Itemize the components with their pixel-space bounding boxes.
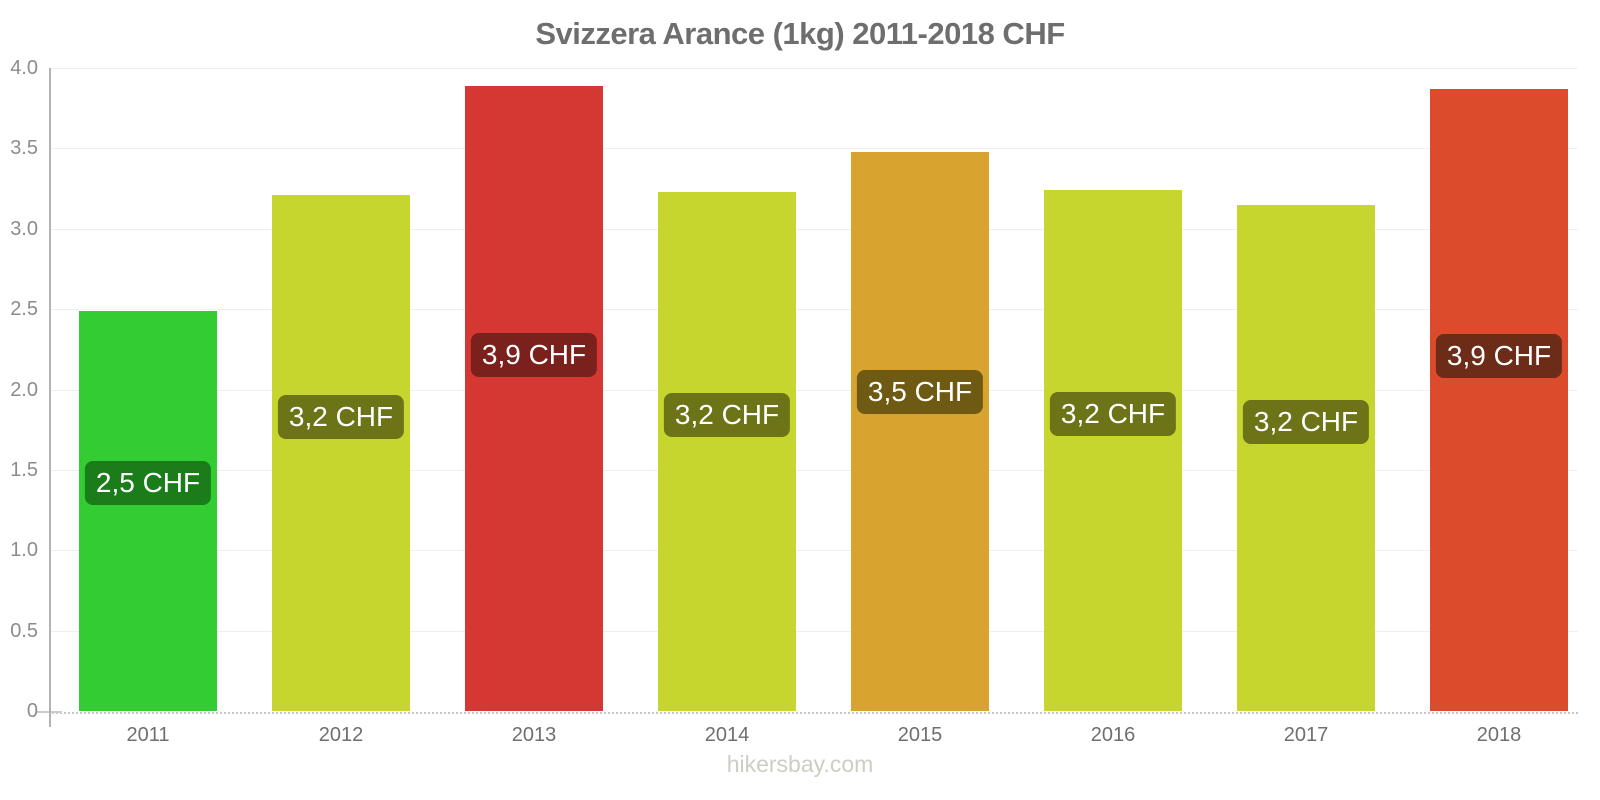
gridline-1.5 — [50, 470, 1578, 471]
gridline-1.0 — [50, 550, 1578, 551]
bar-value-label-2014: 3,2 CHF — [663, 393, 791, 438]
gridline-3.5 — [50, 148, 1578, 149]
gridline-0.5 — [50, 631, 1578, 632]
chart-title: Svizzera Arance (1kg) 2011-2018 CHF — [535, 16, 1065, 51]
y-axis-tick-label-3.5: 3.5 — [10, 137, 38, 159]
x-axis-label-2015: 2015 — [897, 724, 943, 746]
x-axis-label-2014: 2014 — [704, 724, 750, 746]
bar-value-label-2017: 3,2 CHF — [1242, 400, 1370, 445]
y-axis-tick-label-3.0: 3.0 — [10, 218, 38, 240]
x-axis-label-2016: 2016 — [1090, 724, 1136, 746]
bar-value-label-2012: 3,2 CHF — [277, 394, 405, 439]
gridline-4.0 — [50, 68, 1578, 69]
x-axis-label-2018: 2018 — [1476, 724, 1522, 746]
bar-2012[interactable]: 3,2 CHF — [272, 194, 410, 711]
x-axis-label-2017: 2017 — [1283, 724, 1329, 746]
y-axis-tick-label-2.5: 2.5 — [10, 298, 38, 320]
watermark-text: hikersbay.com — [726, 751, 874, 777]
y-axis-tick-label-4.0: 4.0 — [10, 57, 38, 79]
y-axis-tick-label-2.0: 2.0 — [10, 379, 38, 401]
y-axis-tick-label-0: 0 — [26, 700, 38, 722]
bar-value-label-2015: 3,5 CHF — [856, 370, 984, 415]
bar-2014[interactable]: 3,2 CHF — [658, 191, 796, 711]
x-axis-label-2011: 2011 — [126, 724, 170, 746]
gridline-2.0 — [50, 390, 1578, 391]
x-axis-label-2013: 2013 — [511, 724, 557, 746]
x-axis-baseline — [49, 712, 1578, 714]
bar-2015[interactable]: 3,5 CHF — [851, 151, 989, 711]
y-axis-tick-label-1.0: 1.0 — [10, 539, 38, 561]
bar-2018[interactable]: 3,9 CHF — [1430, 88, 1568, 711]
bar-value-label-2011: 2,5 CHF — [84, 460, 212, 505]
bar-2017[interactable]: 3,2 CHF — [1237, 204, 1375, 711]
bar-value-label-2013: 3,9 CHF — [470, 332, 598, 377]
y-axis-line — [49, 68, 51, 727]
bar-value-label-2016: 3,2 CHF — [1049, 392, 1177, 437]
bar-2011[interactable]: 2,5 CHF — [79, 310, 217, 711]
bar-2013[interactable]: 3,9 CHF — [465, 85, 603, 711]
gridline-2.5 — [50, 309, 1578, 310]
y-axis-tick-label-0.5: 0.5 — [10, 620, 38, 642]
bar-value-label-2018: 3,9 CHF — [1435, 334, 1563, 379]
x-axis-label-2012: 2012 — [318, 724, 364, 746]
y-axis-tick-label-1.5: 1.5 — [10, 459, 38, 481]
gridline-3.0 — [50, 229, 1578, 230]
bar-2016[interactable]: 3,2 CHF — [1044, 190, 1182, 711]
